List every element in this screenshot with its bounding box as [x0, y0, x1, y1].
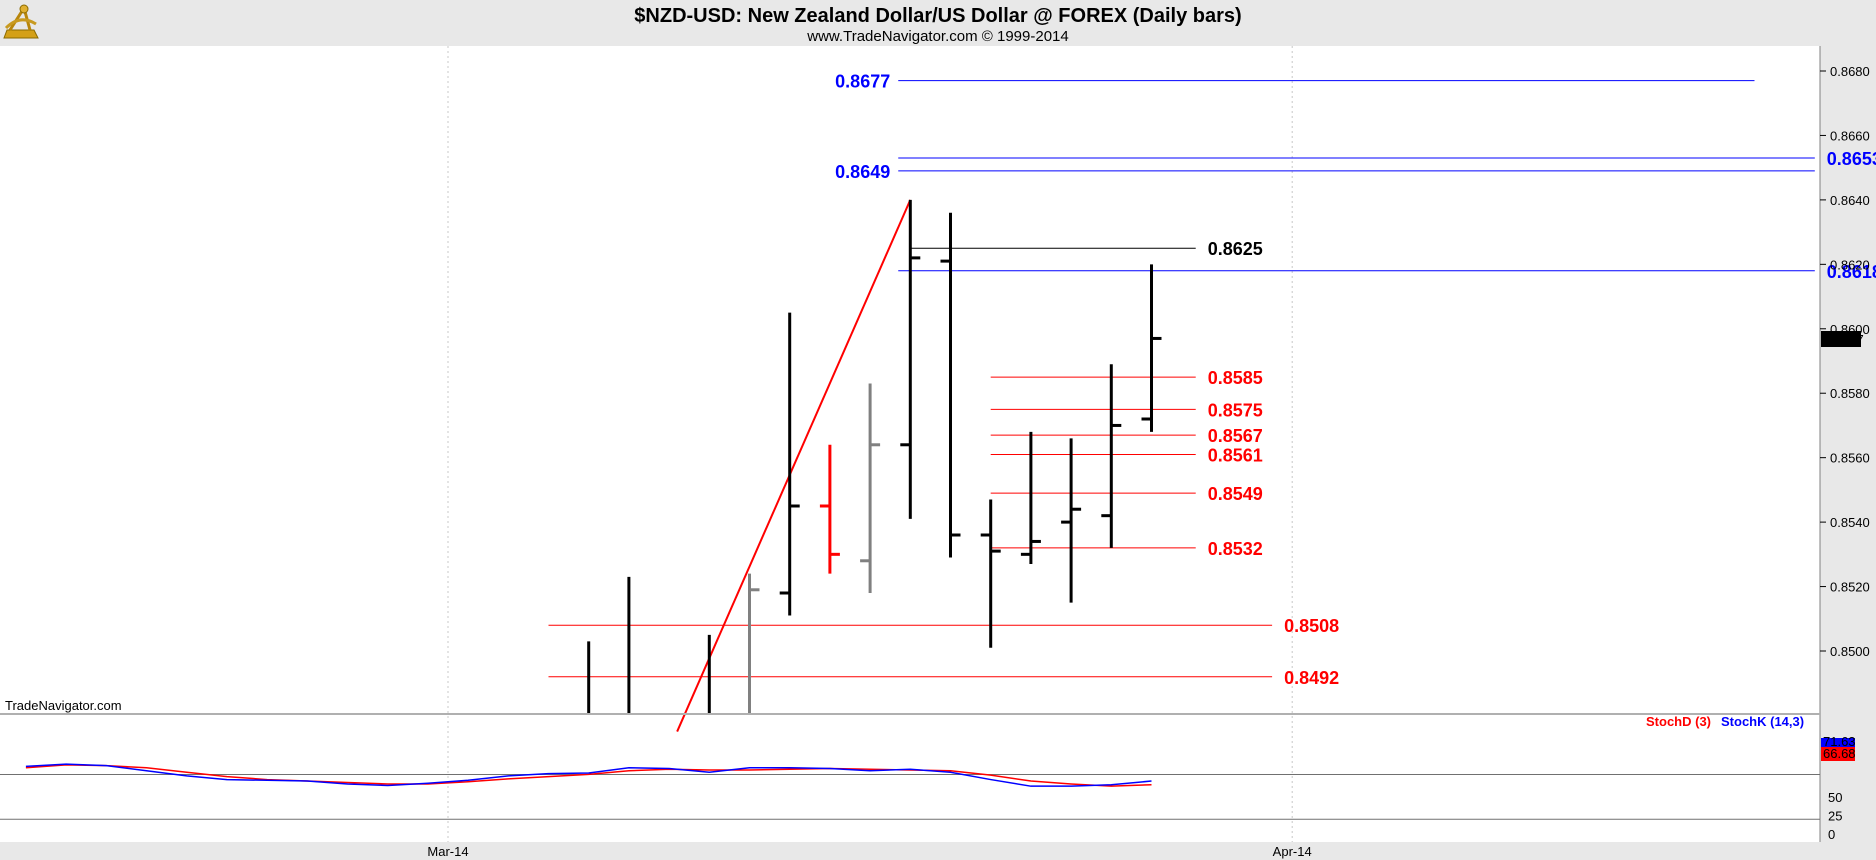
watermark: TradeNavigator.com: [5, 698, 122, 713]
date-axis: Mar-14 Apr-14: [427, 844, 1311, 859]
y-tick-label: 0.8580: [1830, 386, 1870, 401]
y-tick-label: 0.8500: [1830, 644, 1870, 659]
trendline: [676, 199, 912, 732]
stochk-value: 71.63: [1823, 734, 1856, 749]
level-label: 0.8532: [1208, 539, 1263, 559]
stoch-y-tick-label: 25: [1828, 809, 1842, 824]
stochk-legend: StochK (14,3): [1721, 714, 1804, 729]
level-label: 0.8549: [1208, 484, 1263, 504]
level-label: 0.8492: [1284, 668, 1339, 688]
bars-layer: [587, 199, 1162, 713]
stochk-line: [25, 763, 1152, 787]
top-frame: [0, 0, 1876, 46]
levels-layer: 0.8677 0.8653 0.8649 0.8625 0.8618 0.8585 0.85…: [548, 72, 1876, 688]
y-tick-label: 0.8680: [1830, 64, 1870, 79]
level-label: 0.8508: [1284, 616, 1339, 636]
y-tick-label: 0.8660: [1830, 128, 1870, 143]
level-label: 0.8561: [1208, 445, 1263, 465]
y-tick-label: 0.8520: [1830, 580, 1870, 595]
level-label: 0.8677: [835, 72, 890, 92]
trade-navigator-sextant-icon: [3, 4, 39, 39]
x-tick-label: Apr-14: [1273, 844, 1312, 859]
right-frame: [1820, 0, 1876, 860]
stochd-legend: StochD (3): [1646, 714, 1711, 729]
level-label: 0.8575: [1208, 400, 1263, 420]
y-tick-label: 0.8640: [1830, 193, 1870, 208]
stoch-y-tick-label: 0: [1828, 827, 1835, 842]
x-tick-label: Mar-14: [427, 844, 468, 859]
chart-title: $NZD-USD: New Zealand Dollar/US Dollar @…: [634, 5, 1241, 27]
stochd-value-box: [1821, 747, 1855, 761]
stochd-value: 66.68: [1823, 746, 1856, 761]
level-label: 0.8649: [835, 162, 890, 182]
y-tick-label: 0.8560: [1830, 451, 1870, 466]
level-label: 0.8585: [1208, 368, 1263, 388]
y-tick-label: 0.8620: [1830, 257, 1870, 272]
y-tick-label: 0.8540: [1830, 515, 1870, 530]
chart-subtitle: www.TradeNavigator.com © 1999-2014: [806, 28, 1068, 45]
price-axis: 0.85000.85200.85400.85600.85800.86000.86…: [1819, 46, 1870, 842]
last-price-tag-box: [1821, 331, 1861, 347]
level-label: 0.8618: [1827, 262, 1876, 282]
trend-layer: [676, 199, 912, 732]
stoch-y-tick-label: 50: [1828, 790, 1842, 805]
level-label: 0.8567: [1208, 426, 1263, 446]
stochk-value-box: [1821, 738, 1855, 747]
stochd-line: [25, 764, 1152, 787]
last-price-tag: 0.8597: [1824, 332, 1864, 347]
bottom-frame: [0, 842, 1876, 860]
level-label: 0.8625: [1208, 239, 1263, 259]
level-label: 0.8653: [1827, 149, 1876, 169]
